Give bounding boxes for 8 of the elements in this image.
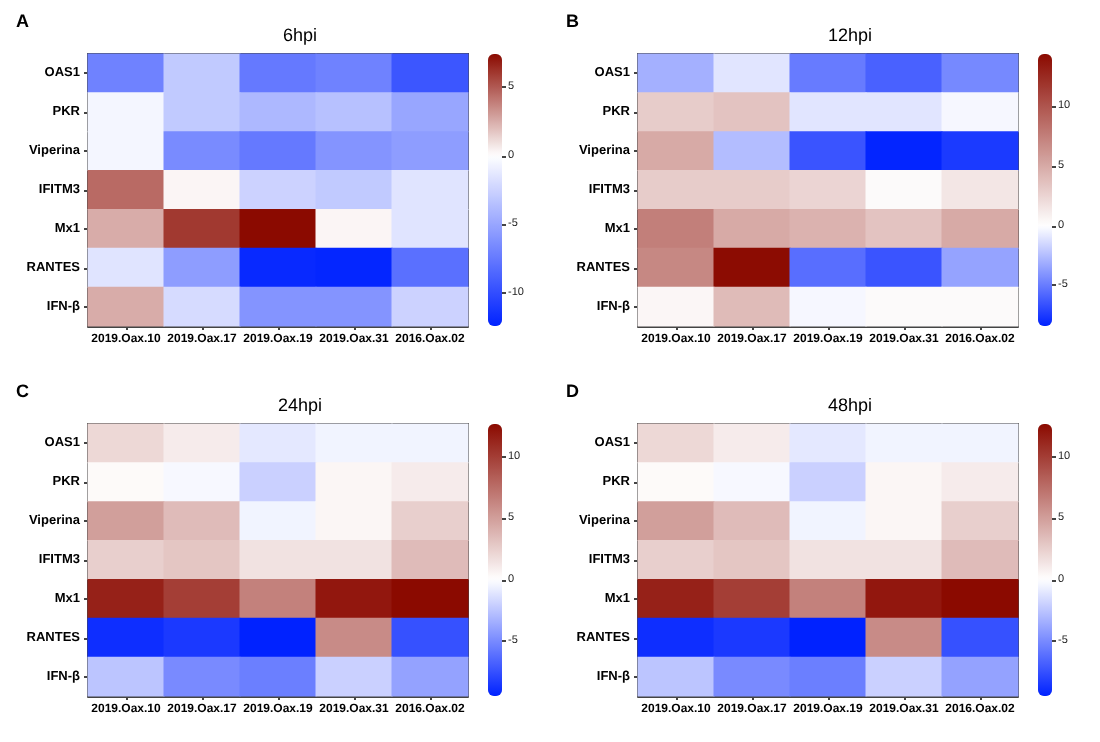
text: C (16, 381, 30, 401)
chart-title: 6hpi (282, 25, 318, 45)
chart-title: 48hpi (827, 395, 873, 415)
text: D (566, 381, 580, 401)
text: A (16, 11, 30, 31)
chart-title: 24hpi (277, 395, 323, 415)
text: B (566, 11, 580, 31)
chart-title: 12hpi (827, 25, 873, 45)
